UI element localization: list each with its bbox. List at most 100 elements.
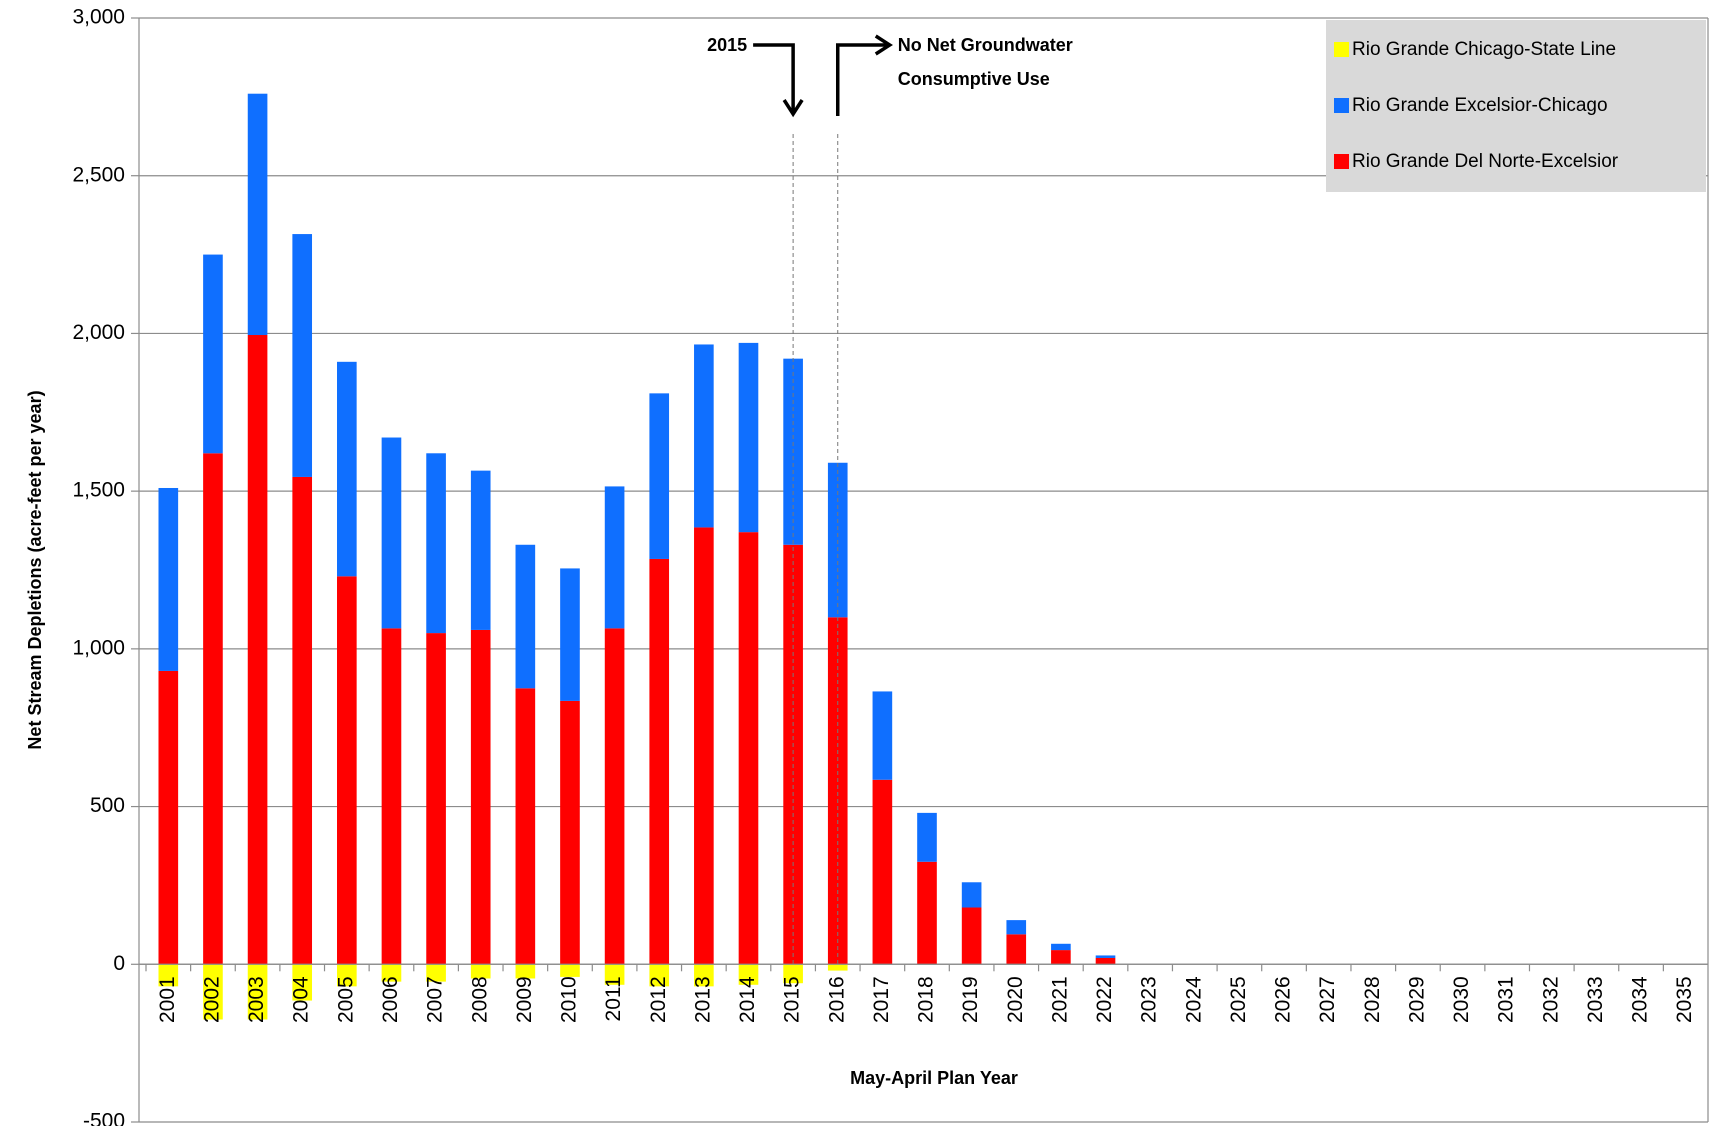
- bar-segment: [158, 670, 179, 965]
- bar-segment: [426, 453, 446, 634]
- bar-segment: [1095, 955, 1116, 958]
- bar-segment: [158, 964, 179, 987]
- bar-segment: [1006, 934, 1027, 965]
- y-tick-label: 1,000: [72, 636, 125, 659]
- x-tick-label: 2027: [1316, 976, 1339, 1023]
- x-tick-label: 2005: [334, 976, 357, 1023]
- bar-segment: [247, 93, 268, 336]
- x-tick-label: 2016: [825, 976, 848, 1023]
- y-tick-label: 2,500: [72, 163, 125, 186]
- bar-segment: [1006, 920, 1027, 935]
- bar-segment: [783, 964, 803, 984]
- bar-segment: [961, 882, 982, 908]
- bar-segment: [872, 779, 893, 965]
- bar-segment: [917, 861, 937, 965]
- x-tick-label: 2023: [1138, 976, 1161, 1023]
- bar-segment: [203, 453, 223, 965]
- bar-segment: [515, 544, 536, 689]
- bar-segment: [337, 964, 357, 987]
- x-tick-label: 2033: [1584, 976, 1607, 1023]
- bar-segment: [158, 487, 179, 671]
- legend-label: Rio Grande Del Norte-Excelsior: [1352, 151, 1619, 172]
- bar-segment: [738, 532, 759, 965]
- bar-segment: [961, 907, 982, 965]
- bar-segment: [515, 964, 536, 979]
- y-tick-label: 1,500: [72, 479, 125, 502]
- x-tick-label: 2011: [602, 976, 625, 1021]
- annotation: 2015: [707, 35, 747, 55]
- x-tick-label: 2007: [424, 976, 447, 1023]
- bar-segment: [694, 527, 714, 965]
- annotation: No Net Groundwater: [898, 35, 1073, 55]
- x-tick-label: 2026: [1272, 976, 1295, 1023]
- legend-swatch: [1334, 42, 1349, 57]
- x-tick-label: 2029: [1405, 976, 1428, 1023]
- x-tick-label: 2020: [1004, 976, 1027, 1023]
- annotation: Consumptive Use: [898, 69, 1050, 89]
- bar-segment: [203, 964, 223, 1020]
- y-tick-label: 0: [113, 952, 125, 975]
- bar-segment: [827, 964, 848, 971]
- bar-segment: [738, 342, 759, 533]
- legend-swatch: [1334, 98, 1349, 113]
- x-tick-label: 2022: [1093, 976, 1116, 1023]
- bar-segment: [1051, 950, 1071, 965]
- x-tick-label: 2010: [558, 976, 581, 1023]
- y-tick-label: 2,000: [72, 321, 125, 344]
- bar-segment: [649, 393, 670, 559]
- bar-segment: [470, 629, 491, 965]
- x-tick-label: 2030: [1450, 976, 1473, 1023]
- x-tick-label: 2008: [468, 976, 491, 1023]
- legend-label: Rio Grande Chicago-State Line: [1352, 39, 1616, 60]
- bar-segment: [247, 964, 268, 1020]
- bar-segment: [917, 812, 937, 862]
- x-tick-label: 2025: [1227, 976, 1250, 1023]
- bar-segment: [604, 964, 625, 985]
- bar-segment: [604, 628, 625, 965]
- x-tick-label: 2021: [1048, 976, 1071, 1023]
- bar-segment: [426, 633, 446, 965]
- x-tick-label: 2002: [200, 976, 223, 1023]
- bar-segment: [470, 964, 491, 979]
- x-tick-label: 2018: [915, 976, 938, 1023]
- x-tick-label: 2001: [156, 976, 179, 1023]
- x-tick-label: 2017: [870, 976, 893, 1023]
- y-tick-label: 3,000: [72, 6, 125, 29]
- x-tick-label: 2014: [736, 976, 759, 1023]
- x-tick-label: 2003: [245, 976, 268, 1023]
- legend-label: Rio Grande Excelsior-Chicago: [1352, 95, 1608, 116]
- arrow: [753, 43, 804, 118]
- bar-segment: [738, 964, 759, 985]
- bar-segment: [292, 476, 313, 965]
- bar-segment: [426, 964, 446, 982]
- x-tick-label: 2015: [781, 976, 804, 1023]
- x-tick-label: 2004: [290, 976, 313, 1023]
- x-tick-label: 2019: [959, 976, 982, 1023]
- bar-segment: [247, 335, 268, 965]
- bar-segment: [337, 361, 357, 577]
- y-tick-label: 500: [90, 794, 125, 817]
- bar-segment: [381, 628, 402, 965]
- legend-box: [1326, 20, 1706, 192]
- bar-segment: [381, 437, 402, 629]
- x-tick-label: 2024: [1182, 976, 1205, 1023]
- legend-swatch: [1334, 154, 1349, 169]
- bar-segment: [783, 544, 803, 965]
- bar-segment: [337, 576, 357, 965]
- bar-segment: [560, 700, 580, 965]
- bar-segment: [694, 964, 714, 987]
- x-tick-label: 2032: [1539, 976, 1562, 1023]
- y-tick-label: -500: [83, 1110, 125, 1126]
- bar-segment: [292, 234, 313, 477]
- x-tick-label: 2028: [1361, 976, 1384, 1023]
- bar-segment: [1051, 943, 1071, 951]
- bar-segment: [560, 568, 580, 701]
- bar-segment: [872, 691, 893, 780]
- y-axis-title: Net Stream Depletions (acre-feet per yea…: [25, 390, 45, 749]
- bar-segment: [515, 688, 536, 965]
- bar-segment: [292, 964, 313, 1001]
- x-tick-label: 2013: [691, 976, 714, 1023]
- arrow: [835, 34, 893, 116]
- x-tick-label: 2006: [379, 976, 402, 1023]
